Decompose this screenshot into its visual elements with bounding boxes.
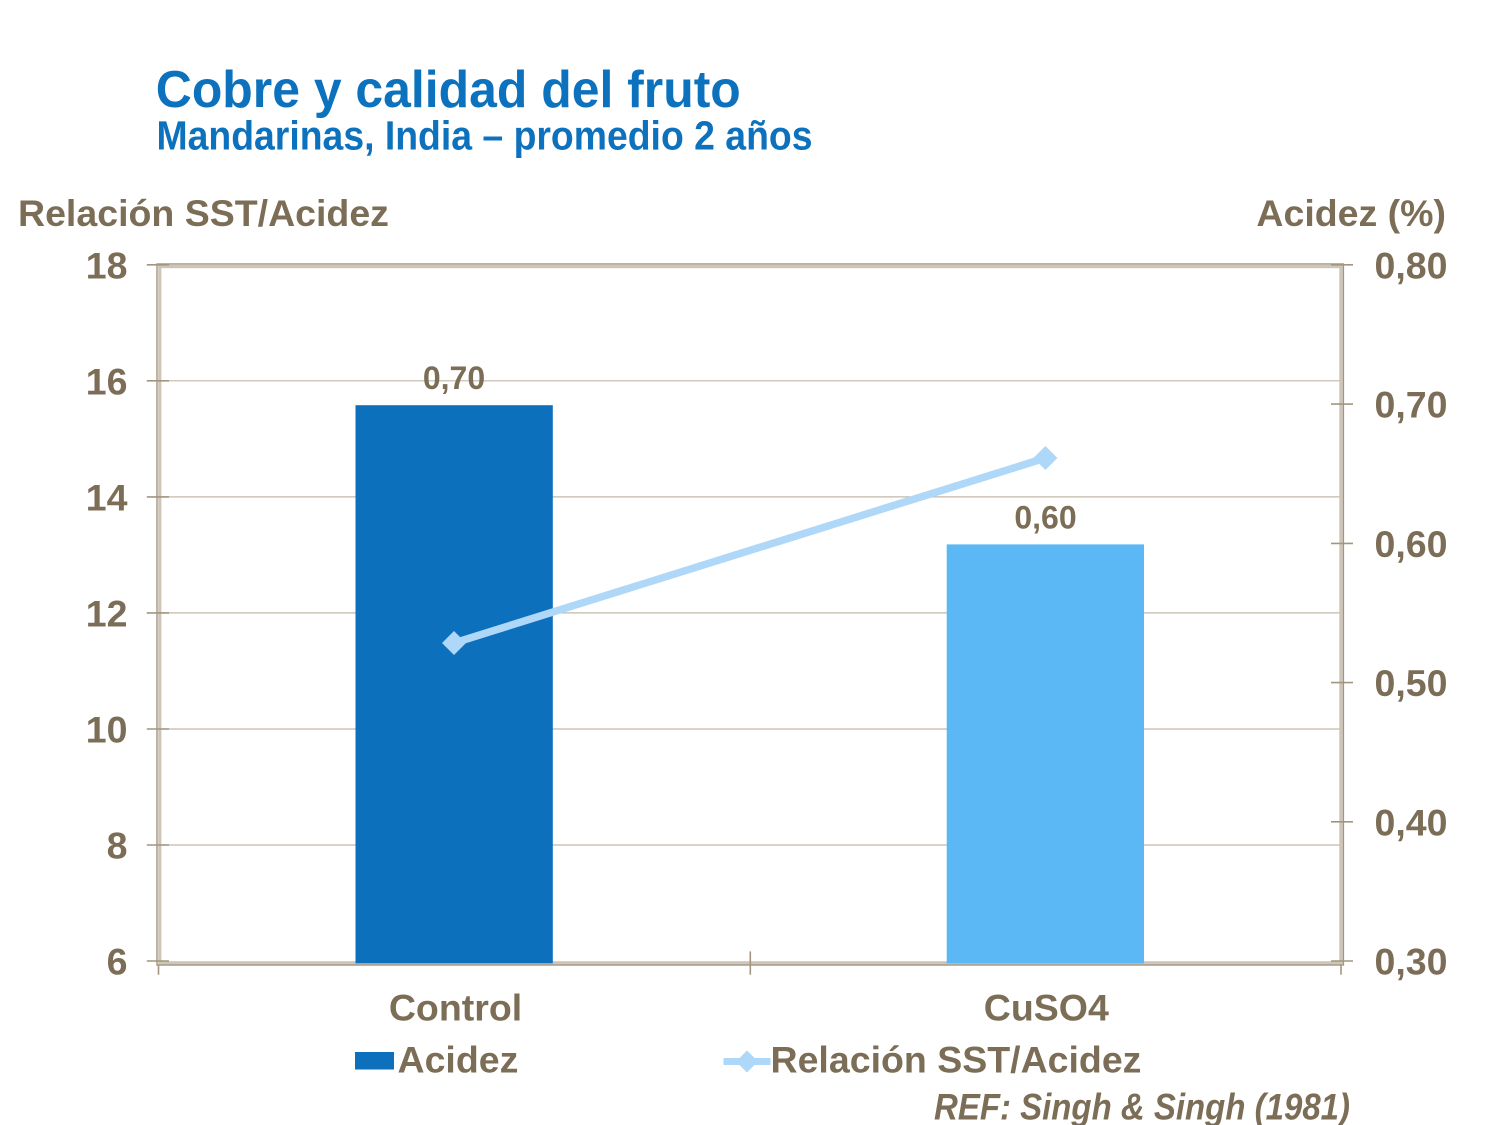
svg-text:Mandarinas, India – promedio 2: Mandarinas, India – promedio 2 años bbox=[157, 113, 813, 159]
svg-text:Cobre y calidad del fruto: Cobre y calidad del fruto bbox=[156, 60, 741, 118]
svg-text:10: 10 bbox=[86, 709, 128, 751]
svg-text:Acidez (%): Acidez (%) bbox=[1256, 192, 1446, 234]
svg-text:Acidez: Acidez bbox=[398, 1039, 519, 1081]
svg-text:18: 18 bbox=[86, 244, 128, 286]
svg-text:CuSO4: CuSO4 bbox=[984, 987, 1109, 1029]
svg-text:Control: Control bbox=[389, 987, 522, 1029]
svg-text:8: 8 bbox=[107, 825, 128, 867]
svg-text:0,70: 0,70 bbox=[423, 360, 485, 396]
svg-text:0,60: 0,60 bbox=[1014, 499, 1076, 535]
svg-text:16: 16 bbox=[86, 360, 128, 402]
svg-text:0,80: 0,80 bbox=[1375, 244, 1448, 286]
svg-text:12: 12 bbox=[86, 593, 128, 635]
svg-text:Relación SST/Acidez: Relación SST/Acidez bbox=[771, 1039, 1142, 1081]
svg-text:Relación SST/Acidez: Relación SST/Acidez bbox=[18, 192, 389, 234]
svg-text:6: 6 bbox=[107, 941, 128, 983]
svg-text:0,30: 0,30 bbox=[1375, 941, 1448, 983]
svg-text:0,40: 0,40 bbox=[1375, 801, 1448, 843]
svg-text:0,70: 0,70 bbox=[1375, 384, 1448, 426]
svg-text:REF: Singh & Singh (1981): REF: Singh & Singh (1981) bbox=[934, 1086, 1350, 1125]
svg-text:14: 14 bbox=[86, 476, 128, 518]
svg-text:0,50: 0,50 bbox=[1375, 662, 1448, 704]
svg-text:0,60: 0,60 bbox=[1375, 523, 1448, 565]
